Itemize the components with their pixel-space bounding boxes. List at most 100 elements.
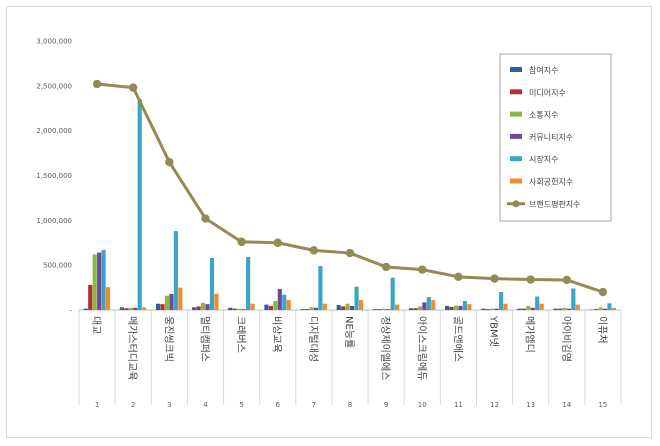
bar [350, 305, 355, 310]
category-index: 6 [275, 401, 280, 409]
bar [169, 293, 174, 310]
category-label: 정상제이엘에스 [379, 316, 392, 380]
bar [88, 284, 93, 310]
bar [277, 288, 282, 310]
bar [571, 288, 576, 310]
y-tick-label: - [69, 307, 72, 315]
y-tick-label: 1,500,000 [36, 172, 72, 180]
y-tick-label: 2,000,000 [36, 127, 72, 135]
bar [458, 305, 463, 310]
bar [372, 309, 377, 310]
bar [422, 302, 427, 310]
legend-swatch [510, 111, 522, 117]
bar [209, 257, 215, 310]
bar [345, 303, 350, 310]
bar [503, 303, 508, 310]
category-index: 4 [203, 401, 208, 409]
category-index: 15 [598, 401, 607, 409]
bar [530, 307, 535, 310]
bar [228, 307, 233, 310]
category-index: 1 [95, 401, 99, 409]
line-point [237, 237, 246, 247]
y-tick-label: 3,000,000 [36, 38, 72, 46]
bar [386, 309, 391, 310]
bar [232, 308, 237, 310]
y-tick-label: 1,000,000 [36, 217, 72, 225]
bar [498, 292, 504, 310]
legend-label: 소통지수 [529, 111, 558, 120]
bar [336, 305, 341, 310]
line-point [418, 265, 427, 274]
bar [192, 307, 197, 310]
category-label: 크레버스 [235, 316, 247, 353]
bar [557, 308, 563, 310]
bar [390, 277, 395, 310]
bar [481, 308, 486, 310]
category-index: 7 [312, 401, 316, 409]
category-index: 11 [454, 401, 463, 409]
bar [377, 309, 382, 310]
bar [445, 305, 450, 310]
line-point [273, 238, 282, 247]
legend-swatch [510, 178, 522, 184]
bar [250, 303, 255, 310]
category-index: 10 [418, 401, 427, 409]
bar [273, 301, 278, 310]
bar [417, 306, 422, 310]
bar [105, 287, 111, 310]
category-label: 이퓨처 [596, 316, 608, 344]
legend-label: 커뮤니티지수 [529, 132, 573, 142]
bar [341, 306, 346, 310]
bar [413, 308, 418, 310]
category-index: 9 [384, 401, 388, 409]
bar [241, 309, 246, 310]
bar [268, 305, 273, 310]
legend-label: 사회공헌지수 [529, 178, 573, 187]
bar [426, 296, 431, 310]
category-index: 12 [490, 401, 499, 409]
category-label: 대교 [90, 316, 102, 334]
category-label: 비상교육 [271, 316, 283, 353]
line-point [454, 272, 463, 282]
y-tick-label: 500,000 [43, 262, 72, 270]
legend-swatch [510, 67, 522, 72]
chart-frame: - 500,000 1,000,000 1,500,000 2,000,000 2,500… [6, 6, 652, 438]
bar [431, 300, 436, 310]
category-label: 메가엠디 [524, 316, 536, 353]
bar [313, 307, 319, 310]
bar [196, 306, 201, 310]
line-point [598, 287, 608, 297]
category-label: 아이스크림에듀 [415, 316, 427, 380]
bar [354, 286, 359, 310]
bar [97, 252, 102, 310]
legend-label: 참여지수 [529, 65, 558, 75]
category-label: 웅진씽크빅 [162, 316, 174, 362]
bar [494, 308, 499, 310]
legend-swatch [510, 89, 522, 95]
category-index: 2 [131, 401, 135, 409]
bar [358, 300, 364, 310]
bar [282, 294, 287, 310]
y-tick-label: 2,500,000 [36, 82, 72, 90]
bar [137, 99, 142, 311]
bar [517, 308, 522, 310]
line-point [345, 248, 355, 258]
bar [142, 307, 147, 310]
bar [286, 300, 291, 310]
bar [453, 305, 459, 310]
bar [160, 304, 165, 310]
category-label: NE능률 [343, 316, 355, 348]
bar [395, 304, 400, 310]
bar [381, 308, 386, 310]
category-label: 아이비김영 [560, 316, 572, 362]
brand-reputation-chart: - 500,000 1,000,000 1,500,000 2,000,000 2,500… [36, 38, 622, 409]
category-index: 13 [526, 401, 535, 409]
bar [304, 309, 310, 310]
category-index: 14 [562, 401, 571, 409]
line-point [165, 157, 174, 167]
category-label: 골드앤에스 [451, 316, 463, 362]
bar [467, 304, 472, 310]
bar [309, 307, 314, 310]
bar [594, 309, 599, 310]
bar [602, 308, 608, 310]
